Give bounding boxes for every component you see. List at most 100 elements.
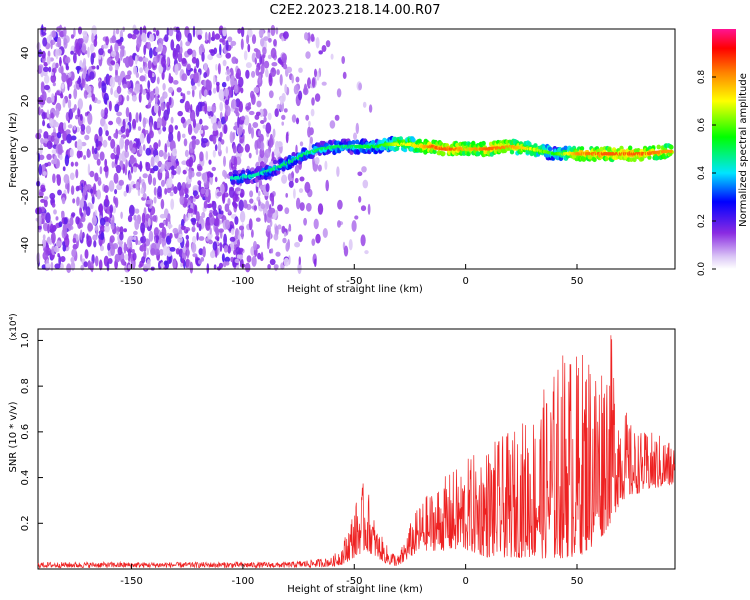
heatmap-cell [229, 241, 235, 252]
heatmap-cell [72, 237, 77, 244]
heatmap-cell [238, 101, 243, 113]
heatmap-cell [85, 125, 91, 135]
heatmap-cell [70, 261, 76, 271]
heatmap-cell [91, 145, 95, 155]
heatmap-cell [202, 125, 209, 130]
heatmap-cell [336, 88, 342, 98]
heatmap-cell [200, 257, 205, 262]
heatmap-cell [111, 161, 115, 169]
heatmap-cell [281, 166, 286, 172]
heatmap-cell [371, 139, 376, 145]
heatmap-cell [40, 137, 45, 145]
heatmap-cell [309, 154, 315, 160]
heatmap-cell [368, 104, 373, 113]
heatmap-cell [162, 126, 167, 132]
heatmap-cell [205, 150, 209, 161]
heatmap-cell [38, 154, 45, 161]
heatmap-cell [51, 231, 56, 244]
heatmap-cell [113, 132, 119, 139]
heatmap-cell [177, 110, 183, 117]
heatmap-cell [174, 125, 178, 130]
heatmap-cell [53, 209, 57, 215]
heatmap-cell [102, 139, 108, 148]
heatmap-cell [294, 241, 301, 248]
heatmap-cell [276, 169, 281, 175]
heatmap-cell [159, 213, 166, 219]
colorbar-tick-label: 0.6 [697, 118, 707, 133]
heatmap-cell [96, 65, 100, 70]
heatmap-cell [222, 59, 227, 67]
heatmap-cell [226, 68, 231, 75]
heatmap-cell [98, 259, 103, 271]
heatmap-cell [235, 246, 241, 255]
heatmap-cell [117, 246, 123, 256]
heatmap-cell [80, 254, 83, 262]
heatmap-cell [227, 245, 231, 254]
heatmap-cell [271, 196, 275, 207]
heatmap-cell [216, 191, 222, 197]
heatmap-cell [166, 27, 170, 36]
heatmap-cell [305, 114, 310, 121]
heatmap-cell [214, 33, 221, 40]
y-tick-label: 0 [20, 146, 31, 152]
heatmap-cell [43, 66, 49, 73]
heatmap-cell [142, 117, 146, 129]
heatmap-cell [258, 28, 264, 37]
heatmap-cell [269, 258, 276, 266]
heatmap-cell [261, 54, 265, 67]
heatmap-cell [305, 202, 312, 212]
heatmap-cell [139, 246, 145, 252]
heatmap-cell [60, 256, 66, 263]
heatmap-cell [267, 32, 271, 39]
heatmap-cell [87, 260, 92, 270]
heatmap-cell [105, 194, 109, 205]
heatmap-cell [127, 70, 132, 76]
heatmap-cell [146, 247, 149, 256]
heatmap-cell [125, 107, 130, 118]
heatmap-cell [114, 156, 118, 165]
x-tick-label: 50 [571, 576, 584, 587]
heatmap-cell [66, 77, 73, 87]
heatmap-cell [287, 173, 292, 182]
heatmap-cell [37, 65, 42, 72]
heatmap-cell [303, 83, 308, 95]
heatmap-cell [153, 103, 159, 114]
heatmap-cell [157, 160, 162, 168]
heatmap-cell [229, 236, 236, 242]
heatmap-cell [114, 75, 120, 83]
heatmap-cell [78, 75, 81, 88]
heatmap-cell [355, 139, 360, 145]
heatmap-cell [42, 171, 47, 176]
heatmap-cell [123, 190, 127, 197]
heatmap-cell [192, 190, 198, 197]
heatmap-cell [180, 225, 186, 230]
heatmap-cell [62, 244, 67, 252]
heatmap-cell [215, 63, 218, 71]
heatmap-cell [282, 237, 287, 244]
heatmap-cell [240, 38, 244, 50]
heatmap-cell [84, 83, 89, 91]
heatmap-cell [201, 124, 204, 132]
heatmap-cell [222, 192, 226, 204]
spectrogram-x-ticks: -150 -100 -50 0 50 [120, 264, 583, 287]
heatmap-cell [103, 185, 109, 193]
heatmap-cell [90, 188, 94, 194]
heatmap-cell [308, 120, 311, 127]
heatmap-cell [258, 199, 261, 207]
heatmap-cell [96, 158, 101, 166]
heatmap-cell [75, 234, 79, 242]
heatmap-cell [273, 233, 279, 241]
heatmap-cell [198, 236, 205, 241]
heatmap-cell [148, 130, 154, 139]
heatmap-cell [591, 156, 596, 162]
heatmap-cell [110, 220, 115, 230]
heatmap-cell [225, 40, 229, 51]
heatmap-cell [175, 26, 180, 34]
heatmap-cell [325, 40, 331, 48]
heatmap-cell [192, 25, 196, 38]
snr-frame [37, 328, 676, 570]
heatmap-cell [67, 124, 73, 129]
heatmap-cell [80, 216, 86, 223]
heatmap-cell [255, 67, 260, 76]
heatmap-cell [232, 169, 238, 175]
